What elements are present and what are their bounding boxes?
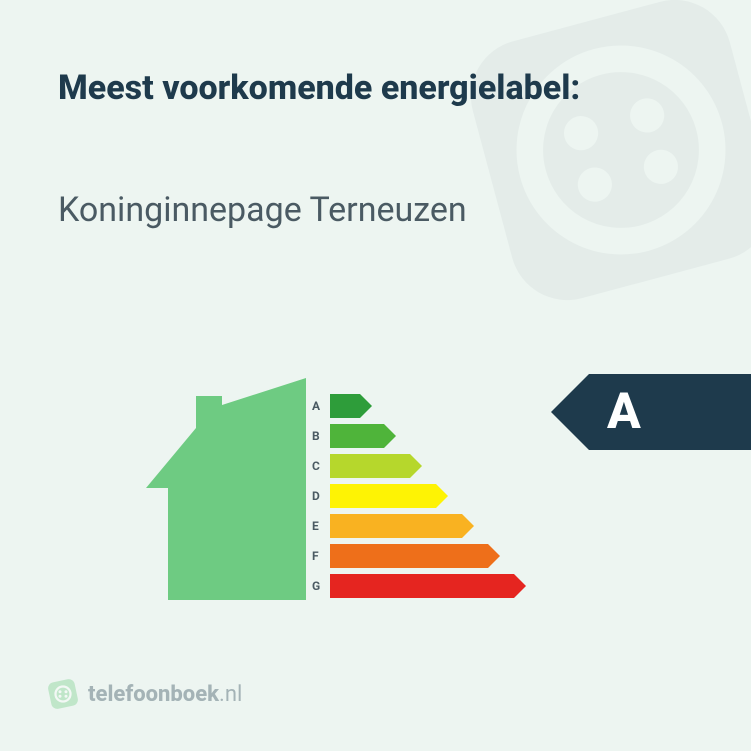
energy-bar-b: B (312, 422, 526, 449)
badge-letter: A (607, 383, 641, 441)
bar-letter: C (312, 459, 330, 473)
bar-letter: A (312, 399, 330, 413)
bar-letter: D (312, 489, 330, 503)
bar-letter: B (312, 429, 330, 443)
energy-bar-c: C (312, 452, 526, 479)
bar-letter: E (312, 519, 330, 533)
bar-shape (330, 454, 422, 478)
energy-bar-f: F (312, 542, 526, 569)
bar-shape (330, 574, 526, 598)
bar-shape (330, 484, 448, 508)
page-title: Meest voorkomende energielabel: (58, 68, 580, 108)
brand-name-light: .nl (219, 682, 242, 707)
energy-bar-g: G (312, 572, 526, 599)
brand-name-bold: telefoonboek (88, 682, 219, 707)
energy-bar-e: E (312, 512, 526, 539)
house-icon (146, 378, 306, 600)
badge-arrow-icon (551, 374, 589, 450)
energy-bar-a: A (312, 392, 526, 419)
bar-letter: G (312, 579, 330, 593)
bar-letter: F (312, 549, 330, 563)
bar-shape (330, 424, 396, 448)
energy-bar-d: D (312, 482, 526, 509)
result-badge: A (551, 374, 751, 450)
energy-label-chart: A B C D E F G (146, 378, 606, 608)
location-subtitle: Koninginnepage Terneuzen (58, 190, 467, 230)
bar-shape (330, 514, 474, 538)
footer-brand: telefoonboek.nl (48, 679, 242, 709)
bar-shape (330, 394, 372, 418)
brand-icon (48, 679, 78, 709)
bar-shape (330, 544, 500, 568)
